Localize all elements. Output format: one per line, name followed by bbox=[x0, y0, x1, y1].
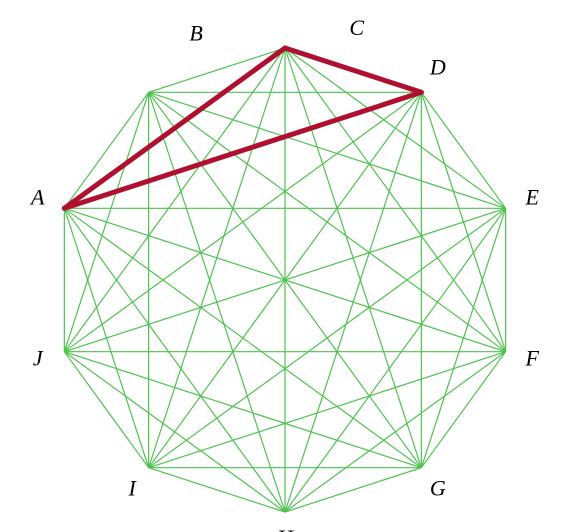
edge bbox=[64, 208, 285, 512]
complete-graph-diagram: A B C D E F G H I J bbox=[0, 0, 563, 532]
vertex-label-g: G bbox=[430, 475, 446, 500]
edge bbox=[285, 92, 421, 512]
highlight-edge bbox=[64, 48, 285, 208]
vertex-label-h: H bbox=[276, 525, 294, 532]
edge bbox=[421, 92, 505, 208]
edge bbox=[64, 92, 421, 351]
highlight-triangle bbox=[64, 48, 421, 208]
edge bbox=[285, 468, 421, 512]
vertex-label-i: I bbox=[128, 475, 138, 500]
vertex-label-f: F bbox=[525, 345, 540, 370]
edge bbox=[149, 468, 285, 512]
edge bbox=[64, 92, 148, 351]
edge bbox=[64, 352, 148, 468]
vertex-label-j: J bbox=[33, 345, 44, 370]
edge bbox=[285, 208, 506, 512]
edge bbox=[421, 208, 505, 467]
edge bbox=[64, 92, 148, 208]
vertex-label-e: E bbox=[525, 185, 540, 210]
edges-group bbox=[64, 48, 505, 512]
edge bbox=[421, 352, 505, 468]
vertex-label-b: B bbox=[189, 21, 202, 46]
highlight-edge bbox=[64, 92, 421, 208]
edge bbox=[149, 352, 506, 468]
vertex-label-c: C bbox=[349, 15, 364, 40]
edge bbox=[149, 208, 506, 467]
edge bbox=[149, 48, 285, 468]
vertex-label-d: D bbox=[429, 55, 446, 80]
vertex-label-a: A bbox=[29, 185, 45, 210]
highlight-edge bbox=[285, 48, 421, 92]
edge bbox=[149, 48, 285, 92]
edge bbox=[64, 352, 421, 468]
edge bbox=[285, 352, 506, 512]
edge bbox=[285, 48, 506, 352]
edge bbox=[64, 352, 285, 512]
